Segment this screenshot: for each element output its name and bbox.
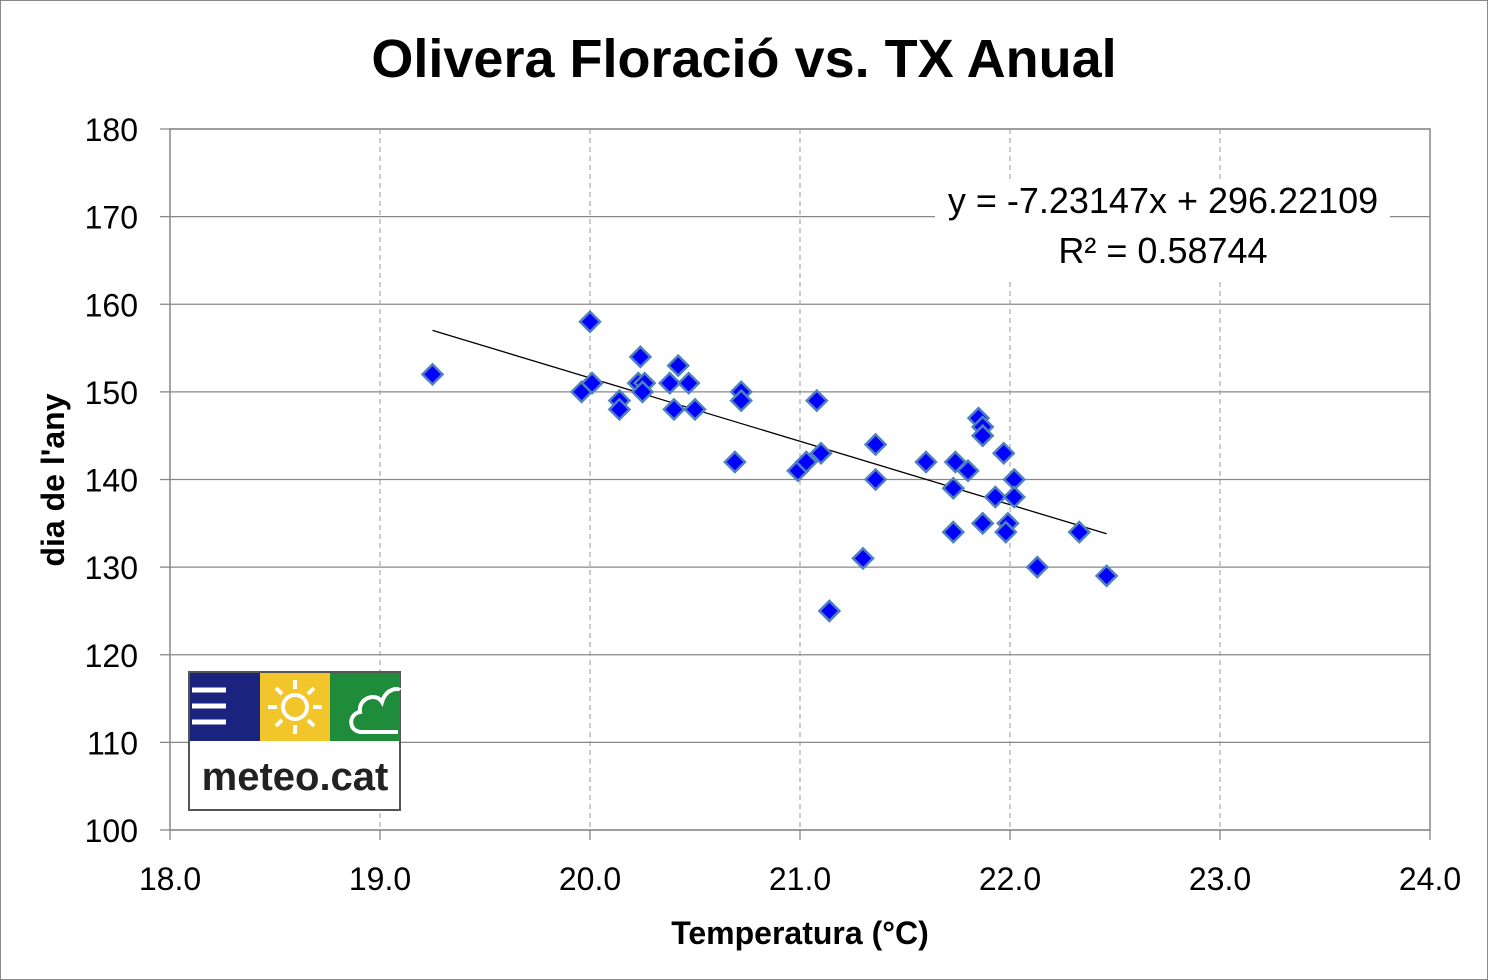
- data-point: [809, 441, 833, 465]
- data-point: [914, 450, 938, 474]
- y-tick-label: 130: [85, 550, 138, 586]
- y-tick-label: 160: [85, 287, 138, 323]
- x-tick-label: 19.0: [349, 861, 411, 897]
- x-tick-label: 20.0: [559, 861, 621, 897]
- data-point: [676, 371, 701, 395]
- data-point: [723, 450, 747, 474]
- x-tick-label: 23.0: [1189, 861, 1251, 897]
- data-point: [662, 397, 686, 422]
- data-point: [580, 371, 604, 395]
- data-point: [658, 371, 682, 395]
- data-point: [994, 520, 1018, 544]
- data-point: [420, 362, 445, 387]
- y-axis-label: dia de l'any: [35, 393, 71, 566]
- y-tick-label: 180: [85, 112, 138, 148]
- y-tick-label: 110: [87, 725, 138, 761]
- data-point: [578, 310, 602, 334]
- data-point: [630, 380, 655, 404]
- data-point: [1025, 555, 1050, 579]
- trendline: [432, 329, 1107, 535]
- data-point: [794, 450, 819, 474]
- y-tick-label: 150: [85, 375, 138, 411]
- data-point: [1067, 520, 1092, 544]
- data-point: [863, 467, 888, 492]
- data-point: [729, 388, 753, 413]
- data-point: [666, 353, 690, 378]
- x-tick-label: 21.0: [769, 861, 831, 897]
- data-point: [683, 397, 707, 422]
- data-point: [1094, 564, 1119, 588]
- data-point: [941, 520, 966, 544]
- y-tick-label: 120: [85, 638, 138, 674]
- x-tick-label: 18.0: [139, 861, 201, 897]
- data-point: [956, 458, 980, 483]
- data-point: [970, 423, 995, 448]
- x-tick-label: 24.0: [1399, 861, 1461, 897]
- data-point: [991, 441, 1016, 465]
- data-point: [983, 485, 1008, 509]
- y-tick-label: 100: [85, 813, 138, 849]
- data-point: [970, 511, 995, 536]
- y-tick-label: 170: [85, 200, 138, 236]
- data-point: [851, 546, 875, 571]
- data-point: [607, 397, 632, 422]
- data-point: [805, 388, 829, 413]
- r-squared: R² = 0.58744: [1058, 230, 1267, 271]
- chart-title: Olivera Floració vs. TX Anual: [371, 29, 1116, 89]
- svg-text:meteo.cat: meteo.cat: [202, 755, 389, 799]
- y-tick-label: 140: [85, 463, 138, 499]
- trendline-equation: y = -7.23147x + 296.22109: [948, 180, 1378, 221]
- data-point: [863, 432, 888, 457]
- x-tick-label: 22.0: [979, 861, 1041, 897]
- data-point: [941, 476, 966, 501]
- data-point: [628, 345, 653, 369]
- meteocat-logo: meteo.cat: [188, 671, 402, 811]
- x-axis-label: Temperatura (°C): [671, 915, 929, 951]
- data-point: [1002, 485, 1026, 509]
- equation-box: [935, 180, 1390, 280]
- data-point: [817, 599, 842, 623]
